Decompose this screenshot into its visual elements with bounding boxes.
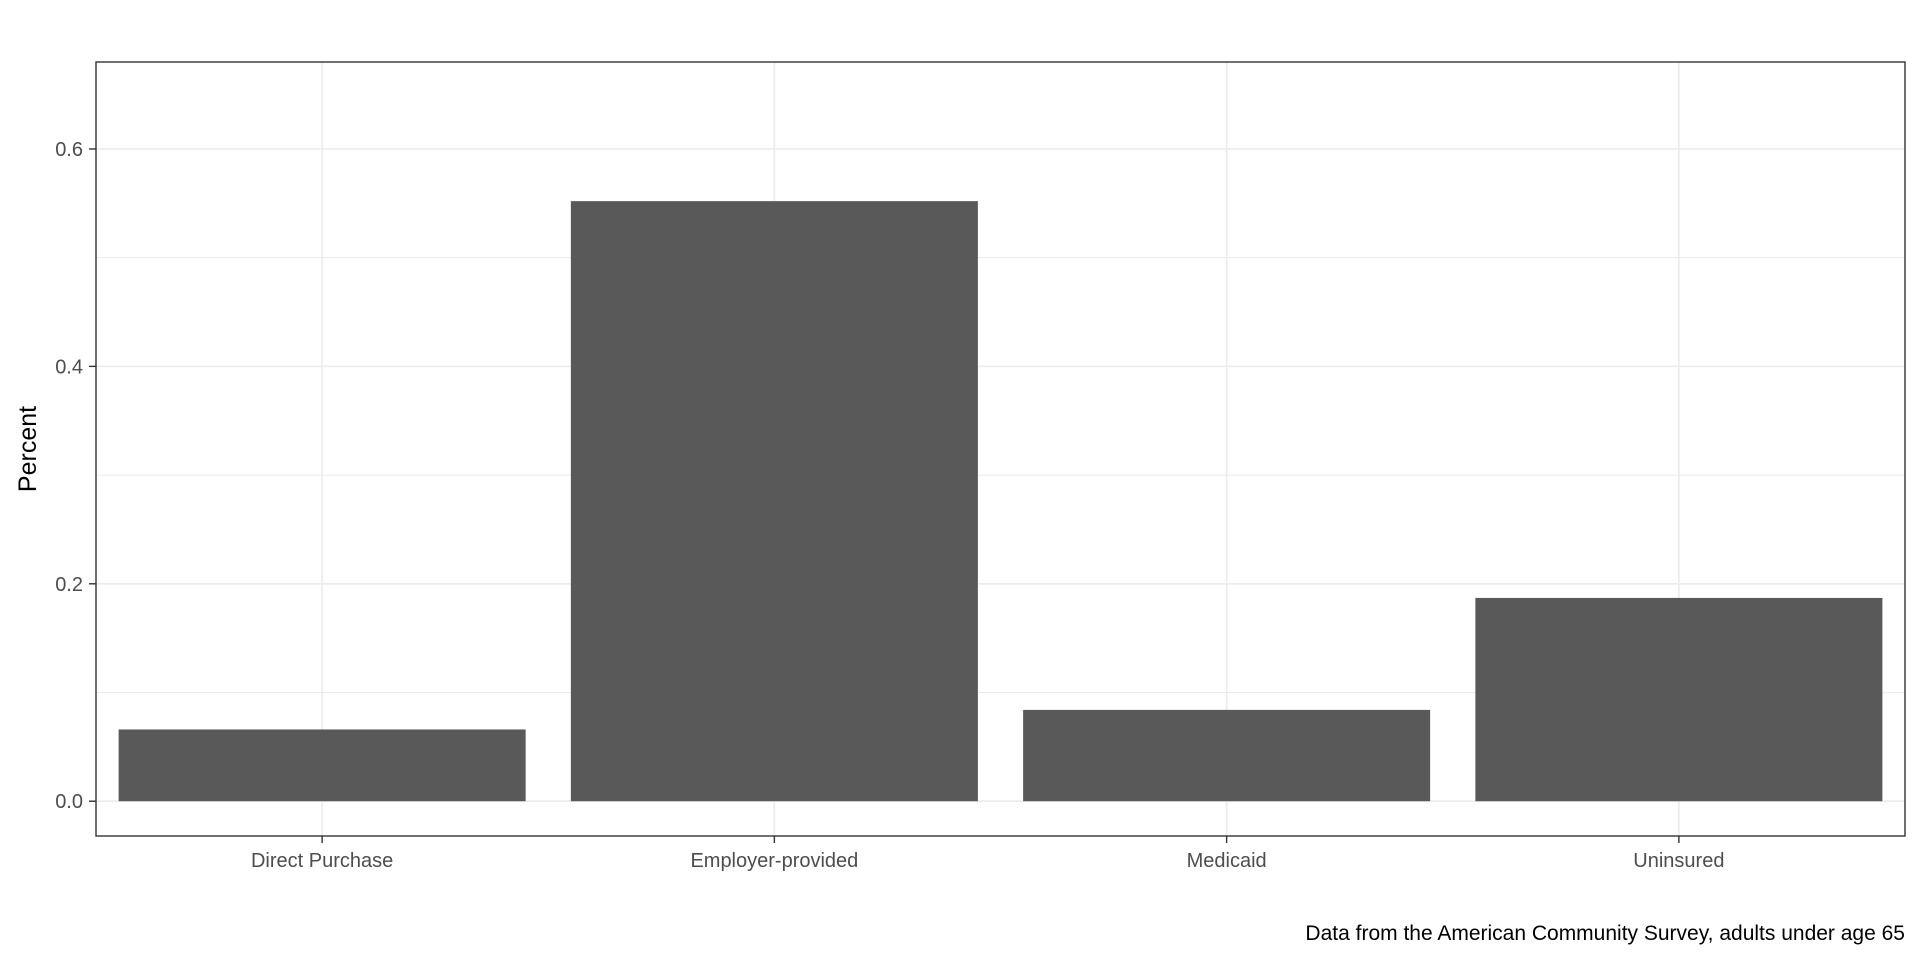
bar bbox=[118, 729, 526, 802]
x-tick-label: Medicaid bbox=[1187, 850, 1267, 872]
bar bbox=[570, 201, 978, 802]
x-tick-label: Direct Purchase bbox=[251, 850, 393, 872]
y-axis-title: Percent bbox=[14, 406, 42, 492]
bars bbox=[118, 201, 1883, 802]
bar bbox=[1023, 709, 1431, 802]
x-tick-label: Uninsured bbox=[1633, 850, 1724, 872]
y-axis: 0.0 0.2 0.4 0.6 bbox=[55, 139, 96, 813]
x-tick-label: Employer-provided bbox=[690, 850, 858, 872]
chart-caption: Data from the American Community Survey,… bbox=[1305, 922, 1905, 945]
bar bbox=[1475, 597, 1883, 802]
y-tick-label: 0.6 bbox=[55, 139, 83, 161]
panel-border bbox=[95, 61, 1906, 837]
y-tick-label: 0.2 bbox=[55, 574, 83, 596]
y-tick-label: 0.0 bbox=[55, 791, 83, 813]
x-axis: Direct Purchase Employer-provided Medicaid… bbox=[251, 836, 1724, 872]
y-tick-label: 0.4 bbox=[55, 356, 83, 378]
